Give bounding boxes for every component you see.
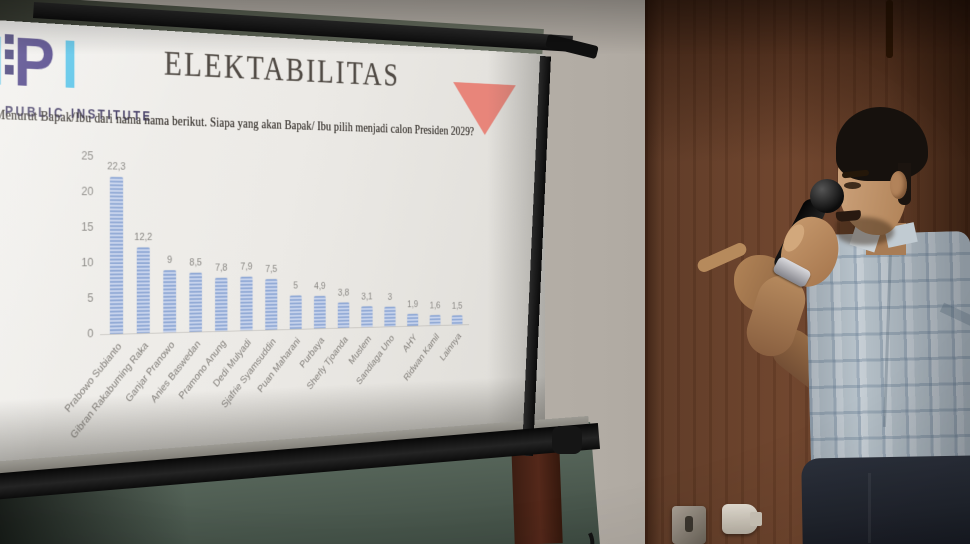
microphone-head xyxy=(810,179,844,213)
roller-end-cap xyxy=(552,426,582,454)
bar xyxy=(384,306,396,327)
bar-value-label: 12,2 xyxy=(134,232,153,244)
bar xyxy=(289,295,302,330)
presenter xyxy=(690,105,970,544)
bar-value-label: 1,5 xyxy=(451,300,463,311)
trouser-crease xyxy=(868,473,871,543)
keyhole xyxy=(685,516,693,532)
bar xyxy=(189,273,202,332)
bar xyxy=(407,313,419,326)
presenter-hair xyxy=(836,107,928,181)
door-frame-gap xyxy=(886,0,893,58)
door-stopper xyxy=(722,504,762,534)
bar xyxy=(163,269,177,333)
bar xyxy=(314,295,326,329)
door-lock-plate xyxy=(672,506,706,544)
presenter-ear xyxy=(890,171,907,199)
presenter-eye xyxy=(844,182,861,189)
bar-chart: 25 20 15 10 5 0 22,3 Prabowo Subianto 12,2 Gibra… xyxy=(0,11,545,471)
door-stopper-stem xyxy=(750,512,762,526)
bar xyxy=(215,277,228,332)
bar-value-label: 22,3 xyxy=(107,160,126,173)
projection-screen: I P I N PUBLIC INSTITUTE ELEKTABILITAS M… xyxy=(0,11,545,471)
bar xyxy=(337,302,350,328)
bar xyxy=(429,314,441,326)
bar xyxy=(361,306,373,328)
bar-plot: 22,3 Prabowo Subianto 12,2 Gibran Rakabumin… xyxy=(0,11,545,471)
bar xyxy=(109,176,124,334)
bar xyxy=(451,314,463,325)
bar xyxy=(240,276,253,331)
presenter-beard-shadow xyxy=(836,217,894,245)
bar-value-label: 7,5 xyxy=(265,263,278,275)
trousers xyxy=(801,455,970,544)
